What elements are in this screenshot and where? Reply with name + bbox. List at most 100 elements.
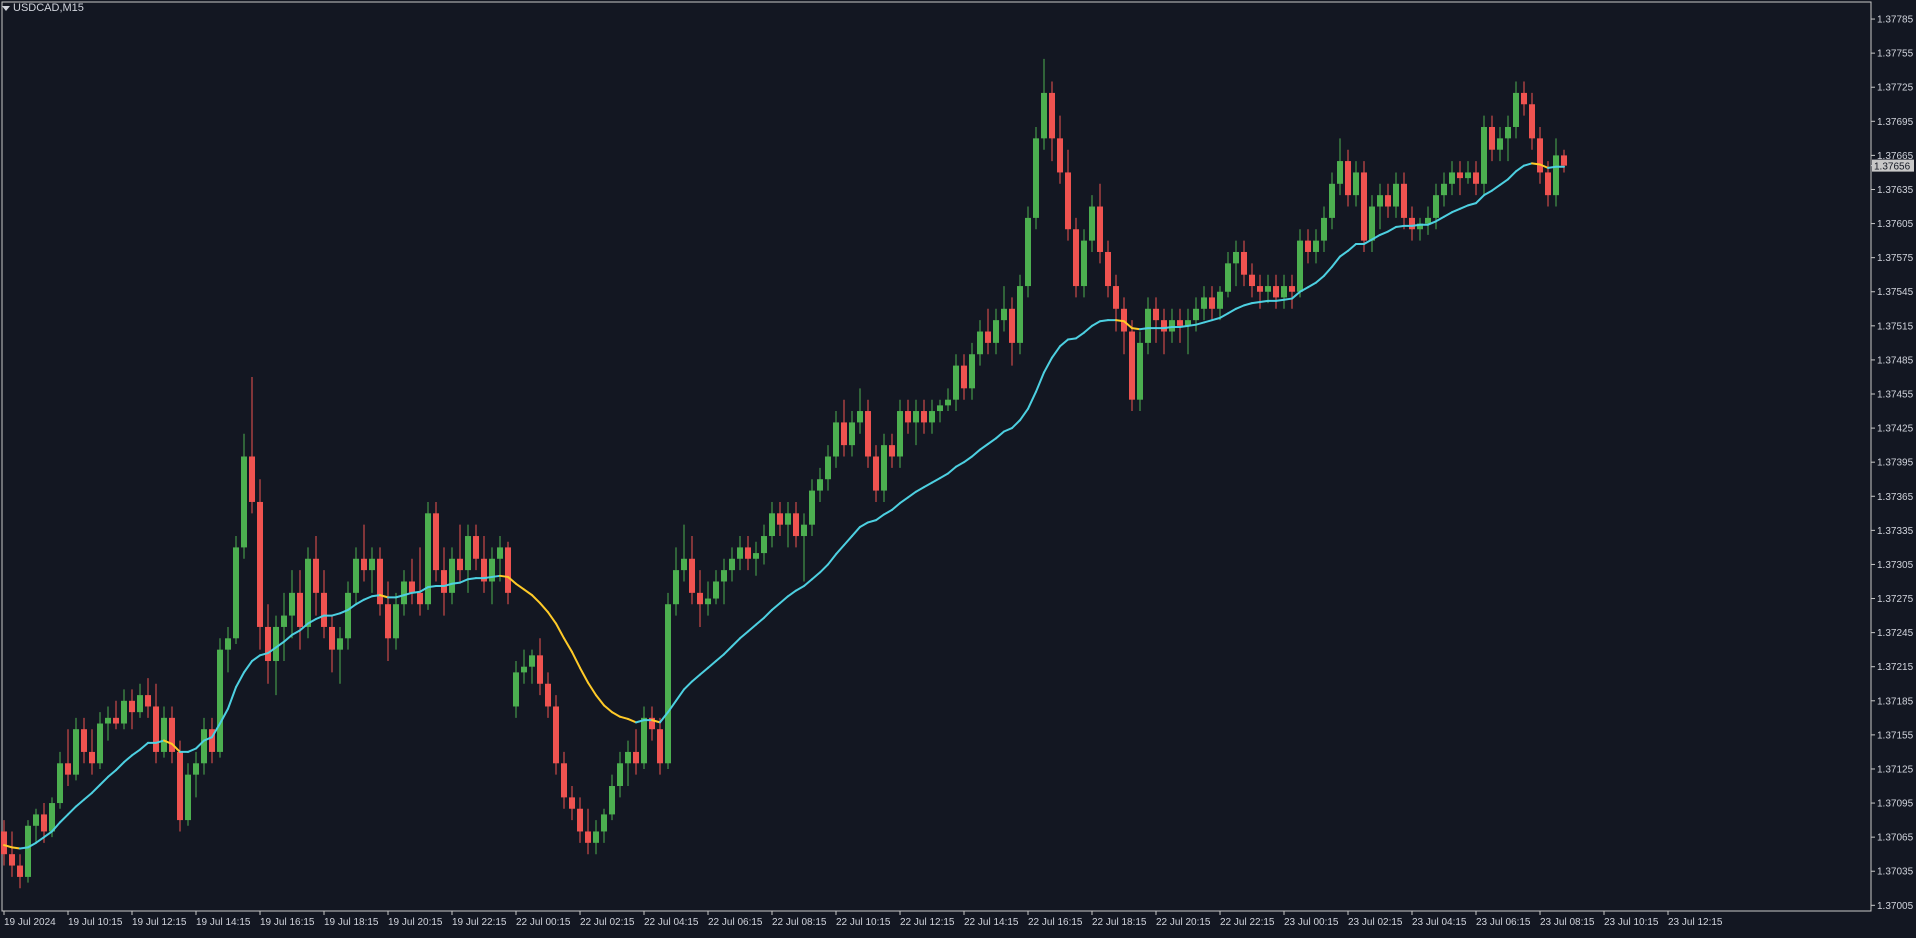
x-tick-label: 22 Jul 18:15: [1092, 917, 1147, 928]
candle-body-bear: [1537, 138, 1543, 173]
ma-segment-down: [1115, 319, 1125, 323]
ma-segment-up: [419, 586, 429, 593]
candle-body-bear: [1457, 172, 1463, 179]
candle-body-bear: [321, 592, 327, 627]
x-tick-label: 22 Jul 22:15: [1220, 917, 1275, 928]
y-tick-label: 1.37305: [1877, 560, 1914, 571]
candle-body-bear: [17, 865, 23, 877]
ma-segment-up: [1459, 204, 1469, 210]
candle-body-bear: [745, 547, 751, 559]
candle-body-bull: [897, 411, 903, 457]
candle-body-bull: [641, 717, 647, 764]
ma-segment-down: [555, 622, 565, 640]
candle-body-bear: [1209, 297, 1215, 309]
candle-body-bull: [305, 558, 311, 627]
x-tick-label: 23 Jul 04:15: [1412, 917, 1467, 928]
x-tick-label: 22 Jul 08:15: [772, 917, 827, 928]
candle-body-bull: [233, 547, 239, 639]
y-tick-label: 1.37605: [1877, 219, 1914, 230]
ma-segment-up: [331, 612, 341, 617]
candle-body-bull: [241, 456, 247, 548]
ma-segment-up: [1379, 230, 1389, 236]
candle-body-bear: [1241, 251, 1247, 275]
ma-segment-up: [811, 571, 821, 581]
candle-body-bear: [553, 706, 559, 764]
ma-segment-up: [1067, 337, 1077, 341]
ma-segment-up: [1043, 356, 1053, 374]
ma-segment-up: [123, 754, 133, 764]
x-tick-label: 22 Jul 14:15: [964, 917, 1019, 928]
ma-segment-up: [1251, 300, 1261, 305]
candle-body-bear: [113, 717, 119, 724]
ma-segment-up: [779, 595, 789, 605]
ma-segment-up: [1347, 243, 1357, 252]
candle-body-bull: [1001, 308, 1007, 321]
candle-body-bear: [1521, 92, 1527, 105]
ma-segment-up: [155, 739, 165, 744]
candle-body-bull: [1321, 217, 1327, 241]
ma-segment-down: [619, 715, 629, 720]
x-tick-label: 19 Jul 16:15: [260, 917, 315, 928]
ma-segment-up: [27, 841, 37, 849]
candle-body-bull: [713, 581, 719, 599]
ma-segment-up: [635, 719, 645, 724]
candle-body-bear: [433, 513, 439, 571]
chevron-down-icon[interactable]: [2, 5, 10, 11]
candle-body-bear: [1273, 286, 1279, 298]
ma-segment-up: [1411, 223, 1421, 227]
candle-body-bull: [817, 479, 823, 491]
ma-segment-up: [971, 448, 981, 458]
ma-segment-up: [795, 585, 805, 592]
candle-body-bear: [441, 570, 447, 593]
ma-segment-up: [235, 671, 245, 689]
candle-body-bull: [1465, 172, 1471, 179]
ma-segment-up: [1211, 316, 1221, 322]
ma-segment-up: [1363, 238, 1373, 246]
x-tick-label: 19 Jul 22:15: [452, 917, 507, 928]
candle-body-bear: [153, 706, 159, 752]
ma-segment-up: [75, 798, 85, 808]
candle-body-bear: [1409, 217, 1415, 230]
ma-segment-down: [539, 602, 549, 614]
x-tick-label: 19 Jul 20:15: [388, 917, 443, 928]
x-tick-label: 23 Jul 08:15: [1540, 917, 1595, 928]
candle-body-bull: [1433, 195, 1439, 218]
ma-segment-up: [963, 455, 973, 464]
candle-body-bull: [217, 649, 223, 752]
candle-body-bull: [673, 570, 679, 605]
ma-segment-up: [1299, 286, 1309, 293]
ma-segment-down: [515, 582, 525, 591]
ma-segment-up: [1523, 162, 1533, 167]
symbol-title[interactable]: USDCAD,M15: [2, 2, 84, 14]
y-tick-label: 1.37035: [1877, 867, 1914, 878]
ma-segment-up: [707, 660, 717, 669]
candle-body-bull: [1417, 223, 1423, 230]
candle-body-bear: [985, 331, 991, 343]
candle-body-bull: [73, 729, 79, 775]
candle-body-bull: [1033, 138, 1039, 218]
ma-segment-up: [1475, 194, 1485, 205]
ma-segment-up: [1547, 165, 1557, 169]
candle-body-bull: [121, 700, 127, 724]
ma-segment-up: [691, 673, 701, 683]
candle-body-bear: [409, 581, 415, 593]
current-price-tag: [1872, 159, 1914, 172]
plot-frame: [1, 1, 1872, 912]
candle-body-bull: [33, 814, 39, 826]
candle-body-bear: [1473, 172, 1479, 184]
x-tick-label: 22 Jul 10:15: [836, 917, 891, 928]
ma-segment-up: [1075, 331, 1085, 340]
y-tick-label: 1.37455: [1877, 390, 1914, 401]
ma-segment-down: [531, 594, 541, 605]
candle-body-bull: [1185, 320, 1191, 326]
candle-body-bull: [201, 729, 207, 764]
ma-segment-up: [947, 465, 957, 475]
candle-body-bull: [601, 814, 607, 832]
candle-body-bull: [617, 763, 623, 787]
x-tick-label: 19 Jul 2024: [4, 917, 56, 928]
ma-segment-down: [563, 637, 573, 653]
candle-body-bull: [937, 405, 943, 412]
ma-segment-up: [1499, 178, 1509, 186]
